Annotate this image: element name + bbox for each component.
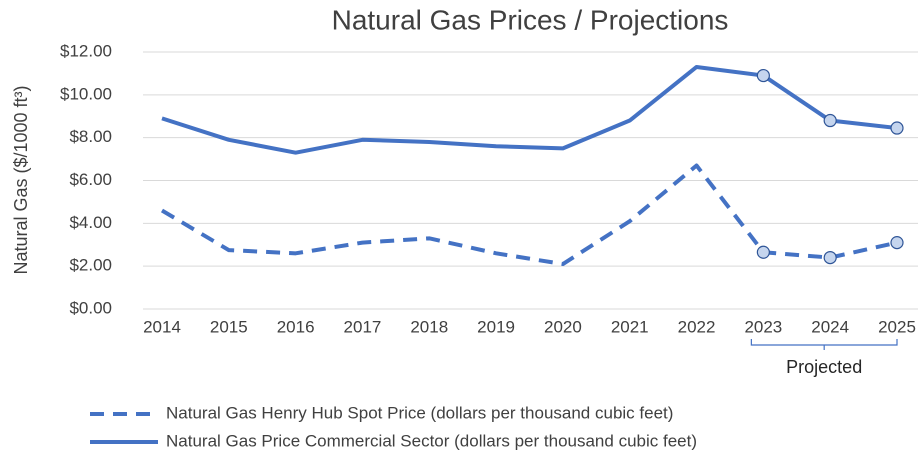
legend-label: Natural Gas Price Commercial Sector (dol… <box>166 431 697 450</box>
y-tick-label: $8.00 <box>69 127 112 146</box>
x-tick-label: 2023 <box>744 317 782 336</box>
x-tick-label: 2017 <box>344 317 382 336</box>
y-tick-label: $0.00 <box>69 298 112 317</box>
x-tick-label: 2016 <box>277 317 315 336</box>
legend-label: Natural Gas Henry Hub Spot Price (dollar… <box>166 403 673 422</box>
series-line <box>160 163 898 267</box>
annotation-text: Projected <box>786 357 862 377</box>
x-tick-label: 2018 <box>410 317 448 336</box>
x-tick-label: 2024 <box>811 317 849 336</box>
point-marker <box>890 236 904 250</box>
y-tick-label: $12.00 <box>60 41 112 60</box>
x-tick-label: 2022 <box>678 317 716 336</box>
point-marker <box>890 121 904 135</box>
x-tick-label: 2021 <box>611 317 649 336</box>
y-tick-label: $6.00 <box>69 170 112 189</box>
series-line <box>161 64 898 155</box>
chart-title: Natural Gas Prices / Projections <box>332 4 729 35</box>
point-marker <box>756 245 770 259</box>
y-axis-label: Natural Gas ($/1000 ft³) <box>11 85 31 274</box>
point-marker <box>823 251 837 265</box>
y-tick-label: $4.00 <box>69 213 112 232</box>
x-tick-label: 2015 <box>210 317 248 336</box>
x-tick-label: 2019 <box>477 317 515 336</box>
point-marker <box>823 113 837 128</box>
x-tick-label: 2020 <box>544 317 582 336</box>
annotation-bracket <box>750 339 898 350</box>
point-marker <box>756 68 770 83</box>
x-tick-label: 2025 <box>878 317 916 336</box>
x-tick-label: 2014 <box>143 317 181 336</box>
y-tick-label: $10.00 <box>60 84 112 103</box>
y-tick-label: $2.00 <box>69 256 112 275</box>
